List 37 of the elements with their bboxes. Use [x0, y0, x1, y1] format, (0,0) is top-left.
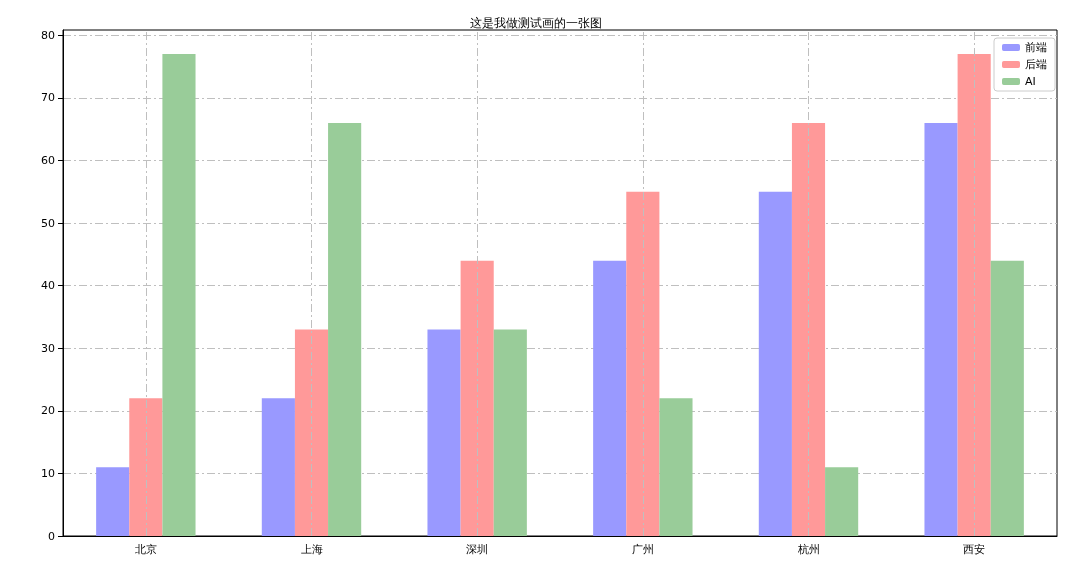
y-tick-label: 80 [41, 28, 55, 42]
y-tick-label: 20 [41, 404, 55, 418]
bar [659, 398, 693, 536]
y-tick-label: 0 [48, 529, 55, 543]
y-tick-label: 50 [41, 216, 55, 230]
bar [129, 398, 163, 536]
legend-label: AI [1025, 75, 1036, 88]
legend-label: 后端 [1025, 58, 1047, 71]
legend-label: 前端 [1025, 41, 1047, 54]
x-tick-label: 深圳 [466, 543, 489, 556]
x-tick-label: 杭州 [796, 543, 820, 556]
x-tick-label: 上海 [300, 543, 323, 556]
bar [294, 329, 329, 536]
bar [460, 260, 494, 536]
y-tick-label: 40 [41, 279, 55, 293]
bar [957, 54, 991, 536]
bar [162, 54, 196, 536]
bar [261, 398, 295, 536]
bar [791, 122, 826, 536]
bar [96, 467, 130, 536]
bar [493, 329, 527, 536]
y-tick-label: 60 [41, 153, 55, 167]
y-tick-label: 30 [41, 341, 55, 355]
bar [626, 191, 660, 536]
y-tick-label: 70 [41, 91, 55, 105]
bar [825, 467, 859, 536]
y-tick-label: 10 [41, 466, 55, 480]
bar [758, 191, 792, 536]
bar [593, 260, 627, 536]
bar [924, 122, 958, 536]
bar [990, 260, 1024, 536]
x-tick-label: 北京 [134, 543, 157, 556]
x-tick-label: 西安 [963, 543, 986, 556]
bar [427, 329, 461, 536]
chart-title: 这是我做测试画的一张图 [470, 16, 602, 30]
x-tick-label: 广州 [631, 543, 654, 556]
bar [328, 122, 362, 536]
